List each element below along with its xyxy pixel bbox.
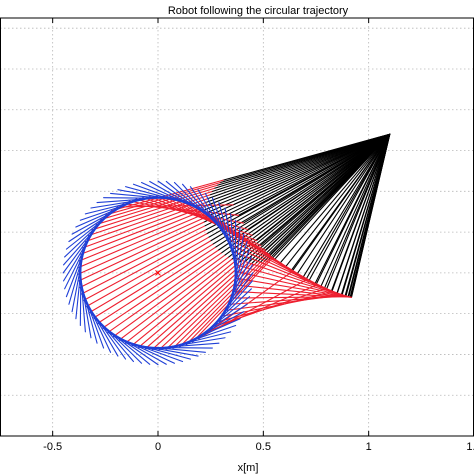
link-1-segment-47	[203, 133, 391, 223]
link-1-segment-21	[295, 133, 391, 276]
link-1-segment-17	[319, 133, 391, 288]
link-2-segment-56	[107, 252, 222, 333]
link-2-segment-6	[232, 296, 350, 299]
link-2-segment-35	[110, 179, 224, 212]
link-1-segment-18	[313, 133, 391, 286]
link-1-segment-23	[284, 133, 391, 268]
x-tick-label-2: 0.5	[256, 441, 271, 453]
series-link-3	[62, 180, 254, 366]
link-2-segment-42	[82, 201, 207, 249]
link-2-segment-38	[95, 187, 215, 225]
link-2-segment-50	[83, 233, 208, 301]
link-3-segment-68	[185, 303, 248, 346]
link-1-segment-56	[220, 133, 391, 254]
x-axis-label: x[m]	[238, 462, 259, 474]
link-1-segment-53	[212, 133, 391, 245]
link-2-segment-7	[234, 291, 352, 298]
link-1-segment-20	[301, 133, 391, 280]
plot-area	[0, 17, 474, 437]
link-2-segment-57	[112, 254, 226, 337]
link-2-segment-61	[138, 261, 241, 348]
link-1-segment-70	[291, 133, 391, 273]
link-2-segment-71	[203, 279, 307, 336]
link-2-segment-51	[86, 236, 209, 307]
link-2-segment-44	[79, 209, 205, 262]
link-1-segment-44	[203, 133, 391, 211]
link-3-segment-67	[179, 311, 245, 348]
link-2-segment-59	[125, 258, 233, 344]
link-1-segment-69	[271, 133, 391, 260]
link-2-segment-9	[236, 277, 352, 298]
x-tick-label-1: 0	[155, 441, 161, 453]
center-marker	[155, 270, 161, 276]
chart-title: Robot following the circular trajectory	[168, 5, 349, 17]
link-1-segment-43	[204, 133, 391, 207]
link-2-segment-58	[118, 256, 229, 341]
link-1-segment-16	[325, 133, 391, 291]
link-1-segment-51	[207, 133, 391, 238]
link-1-segment-60	[235, 133, 391, 262]
link-2-segment-37	[100, 184, 218, 220]
link-1-segment-13	[340, 133, 391, 296]
link-3-segment-69	[192, 296, 251, 343]
x-tick-label-0: -0.5	[43, 441, 62, 453]
link-3-segment-70	[198, 288, 252, 340]
link-1-segment-24	[279, 133, 391, 264]
link-2-segment-32	[129, 200, 244, 224]
arm-links	[62, 133, 391, 366]
link-2-segment-48	[79, 225, 206, 288]
link-2-segment-43	[80, 205, 206, 255]
link-2-segment-54	[97, 246, 216, 324]
link-2-segment-52	[89, 240, 211, 313]
link-1-segment-45	[203, 133, 391, 215]
link-1-segment-48	[203, 133, 391, 227]
link-2-segment-33	[122, 203, 240, 216]
link-2-segment-45	[78, 213, 205, 268]
link-1-segment-52	[209, 133, 391, 242]
x-axis-ticks: -0.5 0 0.5 1 1.5	[43, 18, 474, 453]
link-1-segment-49	[204, 133, 391, 231]
link-1-segment-58	[227, 133, 391, 259]
center-marker-stroke-b	[155, 270, 161, 276]
link-2-segment-39	[91, 191, 213, 231]
link-1-segment-14	[336, 133, 391, 294]
link-2-segment-8	[235, 284, 353, 298]
link-1-segment-55	[217, 133, 391, 251]
link-2-segment-62	[144, 262, 245, 350]
link-1-segment-50	[206, 133, 391, 235]
link-1-segment-12	[344, 133, 391, 297]
link-2-segment-53	[93, 243, 214, 319]
link-2-segment-40	[88, 194, 211, 237]
series-link-1	[203, 133, 391, 298]
link-2-segment-55	[102, 249, 219, 329]
link-1-segment-71	[304, 133, 391, 281]
x-tick-label-4: 1.5	[466, 441, 474, 453]
link-2-segment-68	[185, 259, 269, 346]
link-2-segment-41	[85, 198, 209, 243]
link-1-segment-59	[231, 133, 391, 260]
link-2-segment-60	[131, 260, 237, 346]
link-2-segment-46	[78, 217, 205, 275]
x-tick-label-3: 1	[366, 441, 372, 453]
link-3-segment-71	[203, 280, 253, 336]
link-2-segment-47	[78, 221, 205, 282]
link-2-segment-49	[81, 229, 207, 295]
link-2-segment-63	[151, 262, 249, 351]
link-1-segment-46	[203, 133, 391, 219]
link-1-segment-15	[331, 133, 391, 293]
